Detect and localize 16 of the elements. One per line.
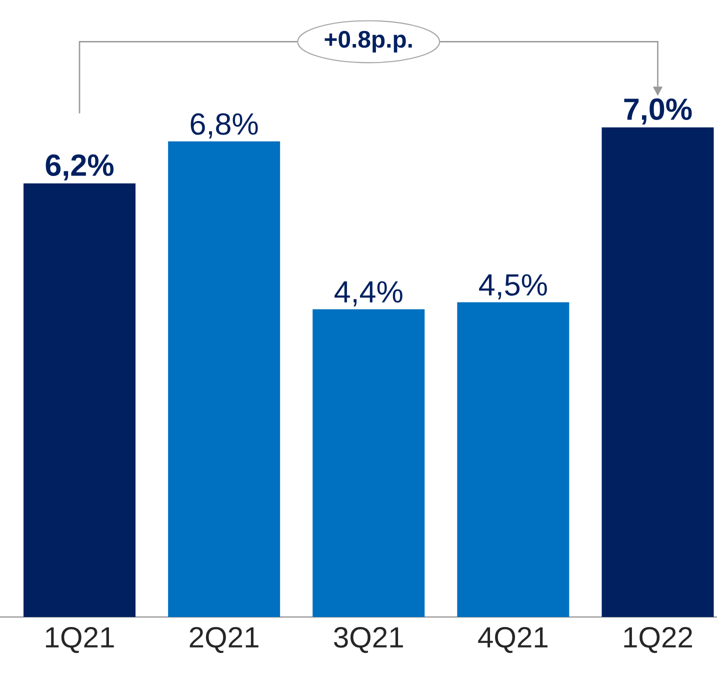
bar	[457, 302, 570, 617]
x-tick-label: 1Q22	[624, 627, 692, 653]
x-tick-label: 4Q21	[478, 627, 548, 653]
data-label: 4,4%	[334, 281, 402, 306]
data-label: 4,5%	[479, 274, 547, 300]
bar	[602, 127, 714, 617]
bar	[168, 141, 280, 617]
data-label: 6,8%	[190, 113, 258, 138]
text: +0.8p.p.	[324, 30, 412, 53]
x-tick-label: 3Q21	[334, 627, 403, 653]
x-tick-label: 2Q21	[190, 627, 258, 653]
data-label: 7,0%	[624, 98, 692, 124]
x-tick-label: 1Q21	[46, 627, 114, 653]
bar	[312, 309, 425, 617]
data-label: 6,2%	[46, 154, 114, 180]
bar	[24, 183, 136, 617]
